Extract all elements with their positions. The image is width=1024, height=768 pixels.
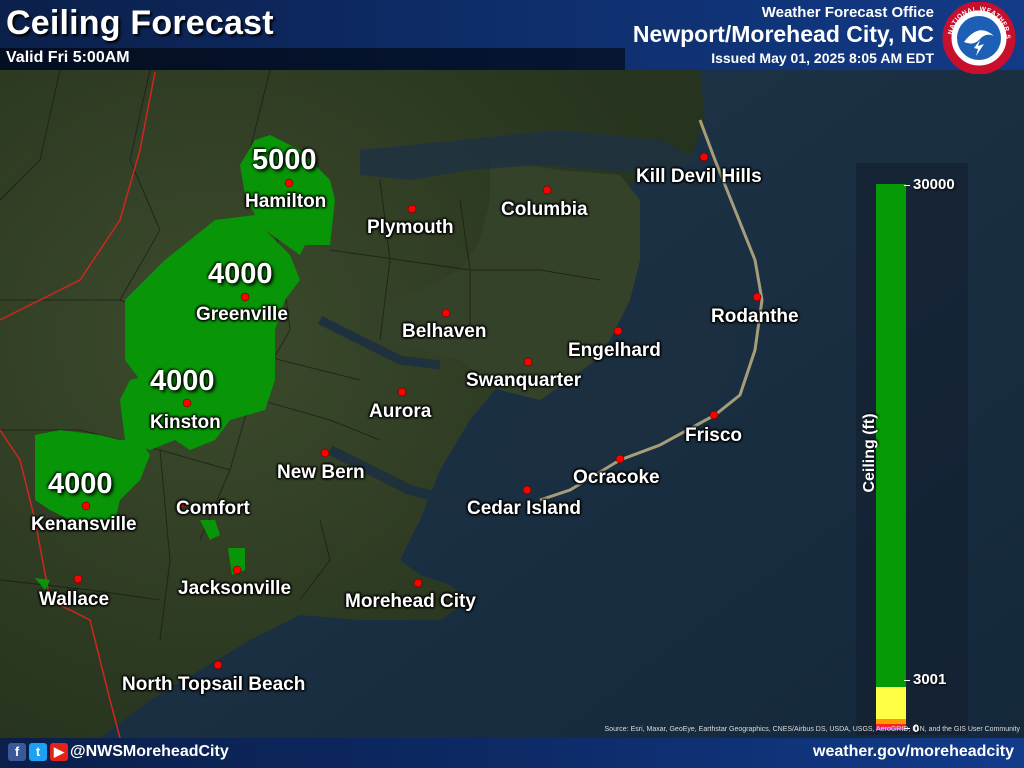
twitter-icon[interactable]: t [29, 743, 47, 761]
ceiling-areas [35, 135, 335, 590]
city-label-ocracoke: Ocracoke [573, 467, 660, 488]
legend-label-bottom: 0 [913, 723, 920, 735]
city-dot-rodanthe [752, 292, 762, 302]
city-dot-kill-devil-hills [699, 152, 709, 162]
city-label-hamilton: Hamilton [245, 191, 327, 212]
ceiling-value-greenville: 4000 [208, 258, 273, 290]
city-label-north-topsail-beach: North Topsail Beach [122, 674, 306, 695]
outer-banks [539, 119, 764, 502]
website-link[interactable]: weather.gov/moreheadcity [813, 743, 1014, 760]
ceiling-value-kenansville: 4000 [48, 468, 113, 500]
city-dot-kinston [182, 398, 192, 408]
office-name: Newport/Morehead City, NC [632, 21, 934, 47]
city-label-kenansville: Kenansville [31, 514, 137, 535]
city-label-comfort: Comfort [176, 498, 250, 519]
youtube-icon[interactable]: ▶ [50, 743, 68, 761]
city-label-belhaven: Belhaven [402, 321, 487, 342]
city-label-kill-devil-hills: Kill Devil Hills [636, 166, 762, 187]
ceiling-area-wallace [35, 578, 50, 590]
legend-panel [856, 163, 968, 735]
legend-label-top: 30000 [913, 176, 955, 193]
legend-color-bar [876, 184, 906, 730]
city-label-rodanthe: Rodanthe [711, 306, 799, 327]
city-dot-ocracoke [615, 454, 625, 464]
city-label-morehead-city: Morehead City [345, 591, 476, 612]
ceiling-area-kenansville [35, 430, 150, 520]
pamlico-sound [500, 300, 740, 480]
city-label-greenville: Greenville [196, 304, 288, 325]
ceiling-value-kinston: 4000 [150, 365, 215, 397]
city-dot-wallace [73, 574, 83, 584]
city-label-new-bern: New Bern [277, 462, 365, 483]
facebook-icon[interactable]: f [8, 743, 26, 761]
albemarle-sound [360, 130, 700, 180]
city-dot-kenansville [81, 501, 91, 511]
city-dot-new-bern [320, 448, 330, 458]
city-label-wallace: Wallace [39, 589, 110, 610]
city-label-swanquarter: Swanquarter [466, 370, 582, 391]
city-label-aurora: Aurora [369, 401, 432, 422]
city-dot-belhaven [441, 308, 451, 318]
city-label-jacksonville: Jacksonville [178, 578, 292, 599]
issued-time: Issued May 01, 2025 8:05 AM EDT [711, 50, 934, 66]
city-label-engelhard: Engelhard [568, 340, 661, 361]
legend-tick-mid [904, 680, 910, 681]
city-label-frisco: Frisco [685, 425, 743, 446]
ceiling-area-greenville [125, 215, 300, 420]
city-dot-jacksonville [232, 565, 242, 575]
legend-tick-top [904, 185, 910, 186]
city-dot-cedar-island [522, 485, 532, 495]
office-line: Weather Forecast Office [761, 4, 934, 21]
city-dot-morehead-city [413, 578, 423, 588]
valid-time: Valid Fri 5:00AM [6, 49, 130, 66]
valid-bar [0, 48, 625, 70]
legend-tick-bottom [904, 728, 910, 729]
city-dot-engelhard [613, 326, 623, 336]
legend-label-mid: 3001 [913, 671, 947, 688]
neuse-river [327, 445, 490, 505]
footer-bar [0, 738, 1024, 768]
map-source-attribution: Source: Esri, Maxar, GeoEye, Earthstar G… [604, 726, 1020, 733]
city-label-plymouth: Plymouth [367, 217, 454, 238]
state-lines [0, 71, 156, 739]
ceiling-area-hamilton [240, 135, 335, 255]
ceiling-area-comfort [200, 520, 220, 540]
city-dot-swanquarter [523, 357, 533, 367]
city-dot-north-topsail-beach [213, 660, 223, 670]
social-handle[interactable]: @NWSMoreheadCity [70, 743, 229, 760]
ceiling-area-kinston [120, 370, 230, 450]
city-dot-greenville [240, 292, 250, 302]
page-title: Ceiling Forecast [6, 4, 274, 42]
legend-title: Ceiling (ft) [861, 413, 878, 493]
pamlico-river [317, 315, 441, 370]
city-dot-hamilton [284, 178, 294, 188]
city-label-cedar-island: Cedar Island [467, 498, 582, 519]
city-dot-frisco [709, 410, 719, 420]
peninsula [360, 160, 640, 400]
city-markers [73, 152, 762, 670]
city-label-columbia: Columbia [501, 199, 588, 220]
city-label-kinston: Kinston [150, 412, 221, 433]
ceiling-value-hamilton: 5000 [252, 144, 317, 176]
city-dot-plymouth [407, 204, 417, 214]
city-dot-columbia [542, 185, 552, 195]
nws-logo: NATIONAL WEATHER SERVICE [938, 2, 1016, 74]
city-dot-comfort [176, 499, 186, 509]
city-dot-aurora [397, 387, 407, 397]
